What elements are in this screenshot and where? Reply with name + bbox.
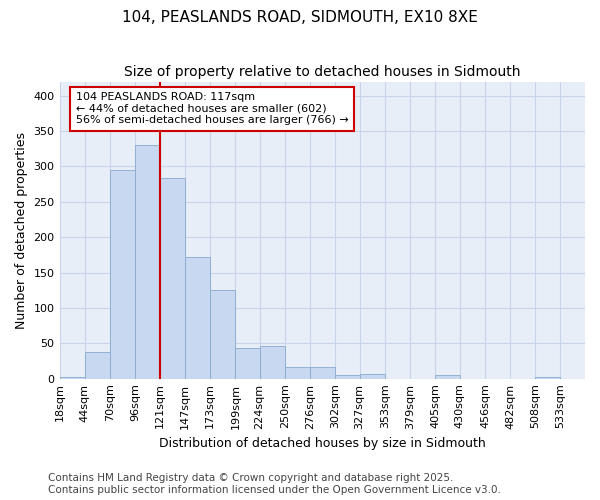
Bar xyxy=(235,348,260,378)
Bar xyxy=(310,368,335,378)
Bar xyxy=(359,374,385,378)
Title: Size of property relative to detached houses in Sidmouth: Size of property relative to detached ho… xyxy=(124,65,521,79)
Bar xyxy=(260,346,285,378)
X-axis label: Distribution of detached houses by size in Sidmouth: Distribution of detached houses by size … xyxy=(159,437,485,450)
Bar xyxy=(210,290,235,378)
Bar xyxy=(285,368,310,378)
Bar xyxy=(160,178,185,378)
Bar xyxy=(335,375,359,378)
Bar xyxy=(185,257,210,378)
Text: 104, PEASLANDS ROAD, SIDMOUTH, EX10 8XE: 104, PEASLANDS ROAD, SIDMOUTH, EX10 8XE xyxy=(122,10,478,25)
Bar xyxy=(436,375,460,378)
Text: Contains HM Land Registry data © Crown copyright and database right 2025.
Contai: Contains HM Land Registry data © Crown c… xyxy=(48,474,501,495)
Bar xyxy=(110,170,136,378)
Bar xyxy=(136,145,160,378)
Text: 104 PEASLANDS ROAD: 117sqm
← 44% of detached houses are smaller (602)
56% of sem: 104 PEASLANDS ROAD: 117sqm ← 44% of deta… xyxy=(76,92,349,126)
Bar xyxy=(85,352,110,378)
Y-axis label: Number of detached properties: Number of detached properties xyxy=(15,132,28,328)
